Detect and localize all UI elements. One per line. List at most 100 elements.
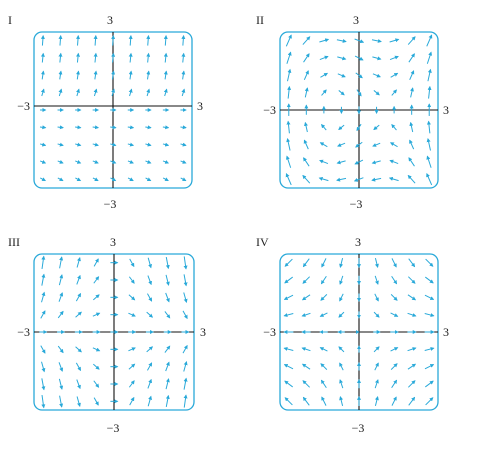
field-arrow [93, 178, 98, 181]
field-arrow [303, 364, 310, 369]
field-arrow [148, 71, 149, 79]
field-arrow [322, 90, 327, 95]
field-arrow [392, 90, 397, 95]
field-arrow [58, 178, 63, 181]
field-arrow [58, 161, 63, 163]
top-tick-label: 3 [107, 13, 113, 27]
field-arrow [147, 347, 153, 352]
field-arrow [60, 396, 62, 407]
field-arrow [180, 127, 186, 128]
field-arrow [391, 73, 398, 77]
field-arrow [408, 295, 415, 300]
field-arrow [163, 144, 168, 145]
field-arrow [166, 293, 169, 302]
field-arrow [163, 178, 168, 181]
field-arrow [337, 178, 346, 180]
field-arrow [183, 36, 184, 46]
field-arrow [375, 380, 378, 388]
left-tick-label: −3 [263, 103, 276, 117]
field-arrow [285, 295, 294, 299]
field-arrow [166, 362, 169, 371]
field-arrow [76, 294, 80, 301]
field-arrow [42, 378, 44, 389]
field-arrow [78, 36, 79, 46]
field-arrow [320, 56, 328, 59]
field-arrow [166, 396, 168, 407]
field-arrow [303, 381, 310, 388]
field-arrow [60, 71, 61, 79]
field-arrow [184, 378, 186, 389]
field-arrow [338, 143, 345, 146]
field-arrow [110, 144, 115, 145]
field-arrow [77, 258, 80, 268]
field-arrow [42, 89, 44, 96]
field-arrow [320, 73, 327, 77]
field-arrow [285, 381, 293, 387]
field-arrow [165, 53, 166, 62]
top-tick-label: 3 [110, 235, 116, 249]
field-arrow [128, 313, 135, 316]
field-arrow [77, 89, 79, 96]
panel-iv: IV 3 −3 −3 3 [256, 235, 449, 435]
field-arrow [76, 312, 82, 317]
right-tick-label: 3 [197, 99, 203, 113]
field-arrow [391, 313, 398, 317]
field-arrow [372, 57, 380, 59]
field-arrow [147, 312, 153, 317]
field-arrow [408, 348, 416, 351]
field-arrow [59, 379, 62, 389]
field-arrow [374, 125, 379, 129]
field-arrow [147, 294, 151, 301]
field-arrow [428, 69, 431, 81]
field-arrow [41, 311, 45, 318]
bottom-tick-label: −3 [350, 197, 363, 211]
field-arrow [302, 348, 310, 351]
field-arrow [408, 364, 415, 369]
field-arrow [93, 127, 99, 128]
right-tick-label: 3 [443, 325, 449, 339]
field-arrow [340, 363, 344, 370]
field-arrow [42, 71, 43, 79]
panel-ii: II 3 −3 −3 3 [256, 13, 449, 211]
field-arrow [427, 35, 432, 46]
field-arrow [130, 71, 131, 79]
field-arrow [145, 127, 151, 128]
field-arrow [182, 89, 184, 96]
field-arrow [339, 90, 344, 94]
field-arrow [42, 53, 43, 62]
field-arrow [147, 363, 151, 370]
field-arrow [166, 257, 168, 268]
bottom-tick-label: −3 [104, 197, 117, 211]
field-arrow [390, 39, 399, 42]
field-arrow [184, 274, 186, 285]
field-arrow [286, 35, 291, 46]
field-arrow [77, 71, 78, 79]
field-arrow [339, 125, 344, 129]
field-arrow [288, 139, 291, 151]
field-arrow [94, 89, 96, 96]
panel-label: IV [256, 235, 269, 249]
field-arrow [304, 71, 308, 80]
field-arrow [76, 363, 80, 370]
field-arrow [183, 346, 187, 353]
field-arrow [391, 143, 398, 147]
field-arrow [60, 257, 62, 268]
field-arrow [130, 36, 131, 46]
field-arrow [184, 362, 187, 372]
field-arrow [76, 347, 82, 352]
field-arrow [320, 143, 327, 147]
left-tick-label: −3 [17, 325, 30, 339]
field-arrow [375, 258, 377, 267]
field-arrow [77, 396, 80, 406]
field-arrow [286, 174, 291, 185]
field-arrow [409, 158, 415, 166]
field-arrow [303, 37, 310, 45]
field-arrow [392, 125, 397, 130]
field-arrow [337, 161, 345, 163]
field-arrow [95, 71, 96, 79]
field-arrow [429, 121, 430, 133]
field-arrow [321, 364, 327, 370]
field-arrow [340, 294, 344, 301]
field-arrow [321, 276, 326, 283]
